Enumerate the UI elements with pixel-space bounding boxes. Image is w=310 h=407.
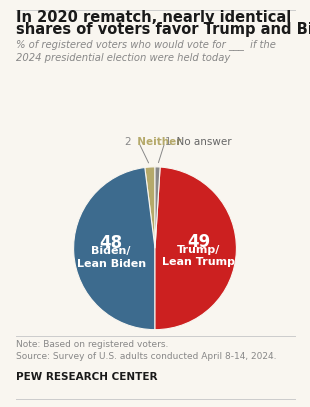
Text: In 2020 rematch, nearly identical: In 2020 rematch, nearly identical xyxy=(16,10,291,25)
Text: 1: 1 xyxy=(165,138,171,147)
Text: No answer: No answer xyxy=(170,138,232,147)
Text: Biden/
Lean Biden: Biden/ Lean Biden xyxy=(77,246,146,269)
Wedge shape xyxy=(73,168,155,330)
Text: 2: 2 xyxy=(124,138,131,147)
Wedge shape xyxy=(145,167,155,248)
Text: Note: Based on registered voters.: Note: Based on registered voters. xyxy=(16,340,168,349)
Text: Trump/
Lean Trump: Trump/ Lean Trump xyxy=(162,245,235,267)
Wedge shape xyxy=(155,167,237,330)
Text: 48: 48 xyxy=(100,234,123,252)
Text: 49: 49 xyxy=(187,232,210,251)
Wedge shape xyxy=(155,167,160,248)
Text: Source: Survey of U.S. adults conducted April 8-14, 2024.: Source: Survey of U.S. adults conducted … xyxy=(16,352,276,361)
Text: % of registered voters who would vote for ___  if the
2024 presidential election: % of registered voters who would vote fo… xyxy=(16,39,275,63)
Text: shares of voters favor Trump and Biden: shares of voters favor Trump and Biden xyxy=(16,22,310,37)
Text: PEW RESEARCH CENTER: PEW RESEARCH CENTER xyxy=(16,372,157,383)
Text: Neither: Neither xyxy=(130,138,181,147)
